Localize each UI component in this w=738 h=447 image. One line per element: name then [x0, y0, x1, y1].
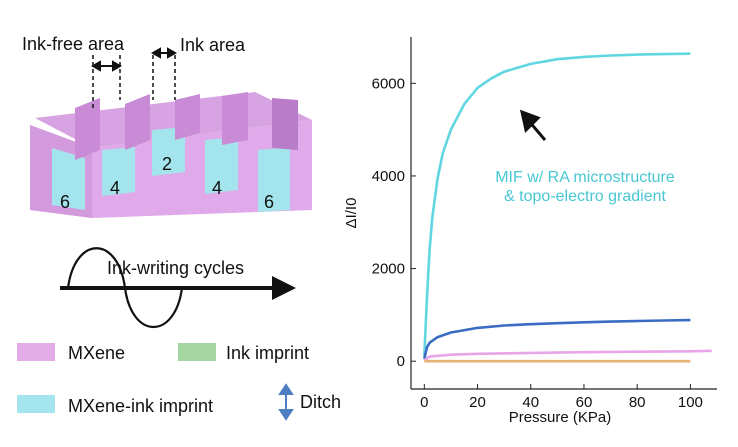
ditch-6-right [258, 147, 290, 212]
response-chart: 0 20 40 60 80 100 0 2000 4000 6000 Pressure (KPa… [343, 37, 717, 426]
ridge-1 [75, 98, 100, 160]
x-tick-label: 80 [629, 394, 646, 411]
y-tick-label: 4000 [372, 168, 405, 185]
ink-writing-cycles: Ink-writing cycles [60, 247, 296, 328]
ditch-arrow-icon [278, 383, 294, 421]
ink-imprint-legend-label: Ink imprint [226, 343, 309, 363]
cycle-number: 6 [264, 192, 274, 212]
y-axis-label: ΔI/I0 [343, 198, 360, 229]
x-tick-label: 20 [469, 394, 486, 411]
ink-area-label: Ink area [180, 35, 246, 55]
ditch-4-right [205, 137, 238, 194]
cycle-number: 4 [110, 178, 120, 198]
ridge-2 [125, 94, 150, 150]
x-tick-label: 40 [522, 394, 539, 411]
x-tick-label: 60 [576, 394, 593, 411]
series-line-2 [423, 349, 712, 362]
ditch-6-left [52, 148, 85, 210]
ink-writing-cycles-label: Ink-writing cycles [107, 258, 244, 278]
ridge-3 [175, 94, 200, 140]
cycle-number: 4 [212, 178, 222, 198]
mxene-ink-legend-label: MXene-ink imprint [68, 396, 213, 416]
x-tick-label: 0 [420, 394, 428, 411]
mxene-swatch [17, 343, 55, 361]
y-tick-label: 2000 [372, 261, 405, 278]
annotation-line-1: MIF w/ RA microstructure [495, 169, 675, 186]
mxene-ink-swatch [17, 395, 55, 413]
ridge-4 [222, 92, 248, 145]
ditch-4-left [102, 147, 135, 196]
ink-free-area-label: Ink-free area [22, 34, 125, 54]
y-tick-label: 0 [397, 353, 405, 370]
x-tick-label: 100 [678, 394, 703, 411]
annotation-line-2: & topo-electro gradient [504, 188, 666, 205]
material-legend: MXene Ink imprint MXene-ink imprint Ditc… [17, 343, 341, 421]
ink-imprint-swatch [178, 343, 216, 361]
pointer-arrow-icon [519, 109, 547, 141]
series-line-1 [423, 318, 691, 360]
ditch-legend-label: Ditch [300, 392, 341, 412]
y-tick-label: 6000 [372, 75, 405, 92]
series-line-0 [423, 52, 691, 357]
ink-free-width-arrow-icon [90, 60, 123, 72]
cycles-arrow-head-icon [272, 276, 296, 300]
x-axis-label: Pressure (KPa) [509, 409, 612, 426]
ridge-5 [272, 98, 298, 150]
ditch-schematic: Ink-free area Ink area 6 4 2 4 6 [22, 34, 312, 218]
ink-width-arrow-icon [150, 47, 178, 59]
mxene-legend-label: MXene [68, 343, 125, 363]
cycle-number: 2 [162, 154, 172, 174]
cycle-number: 6 [60, 192, 70, 212]
